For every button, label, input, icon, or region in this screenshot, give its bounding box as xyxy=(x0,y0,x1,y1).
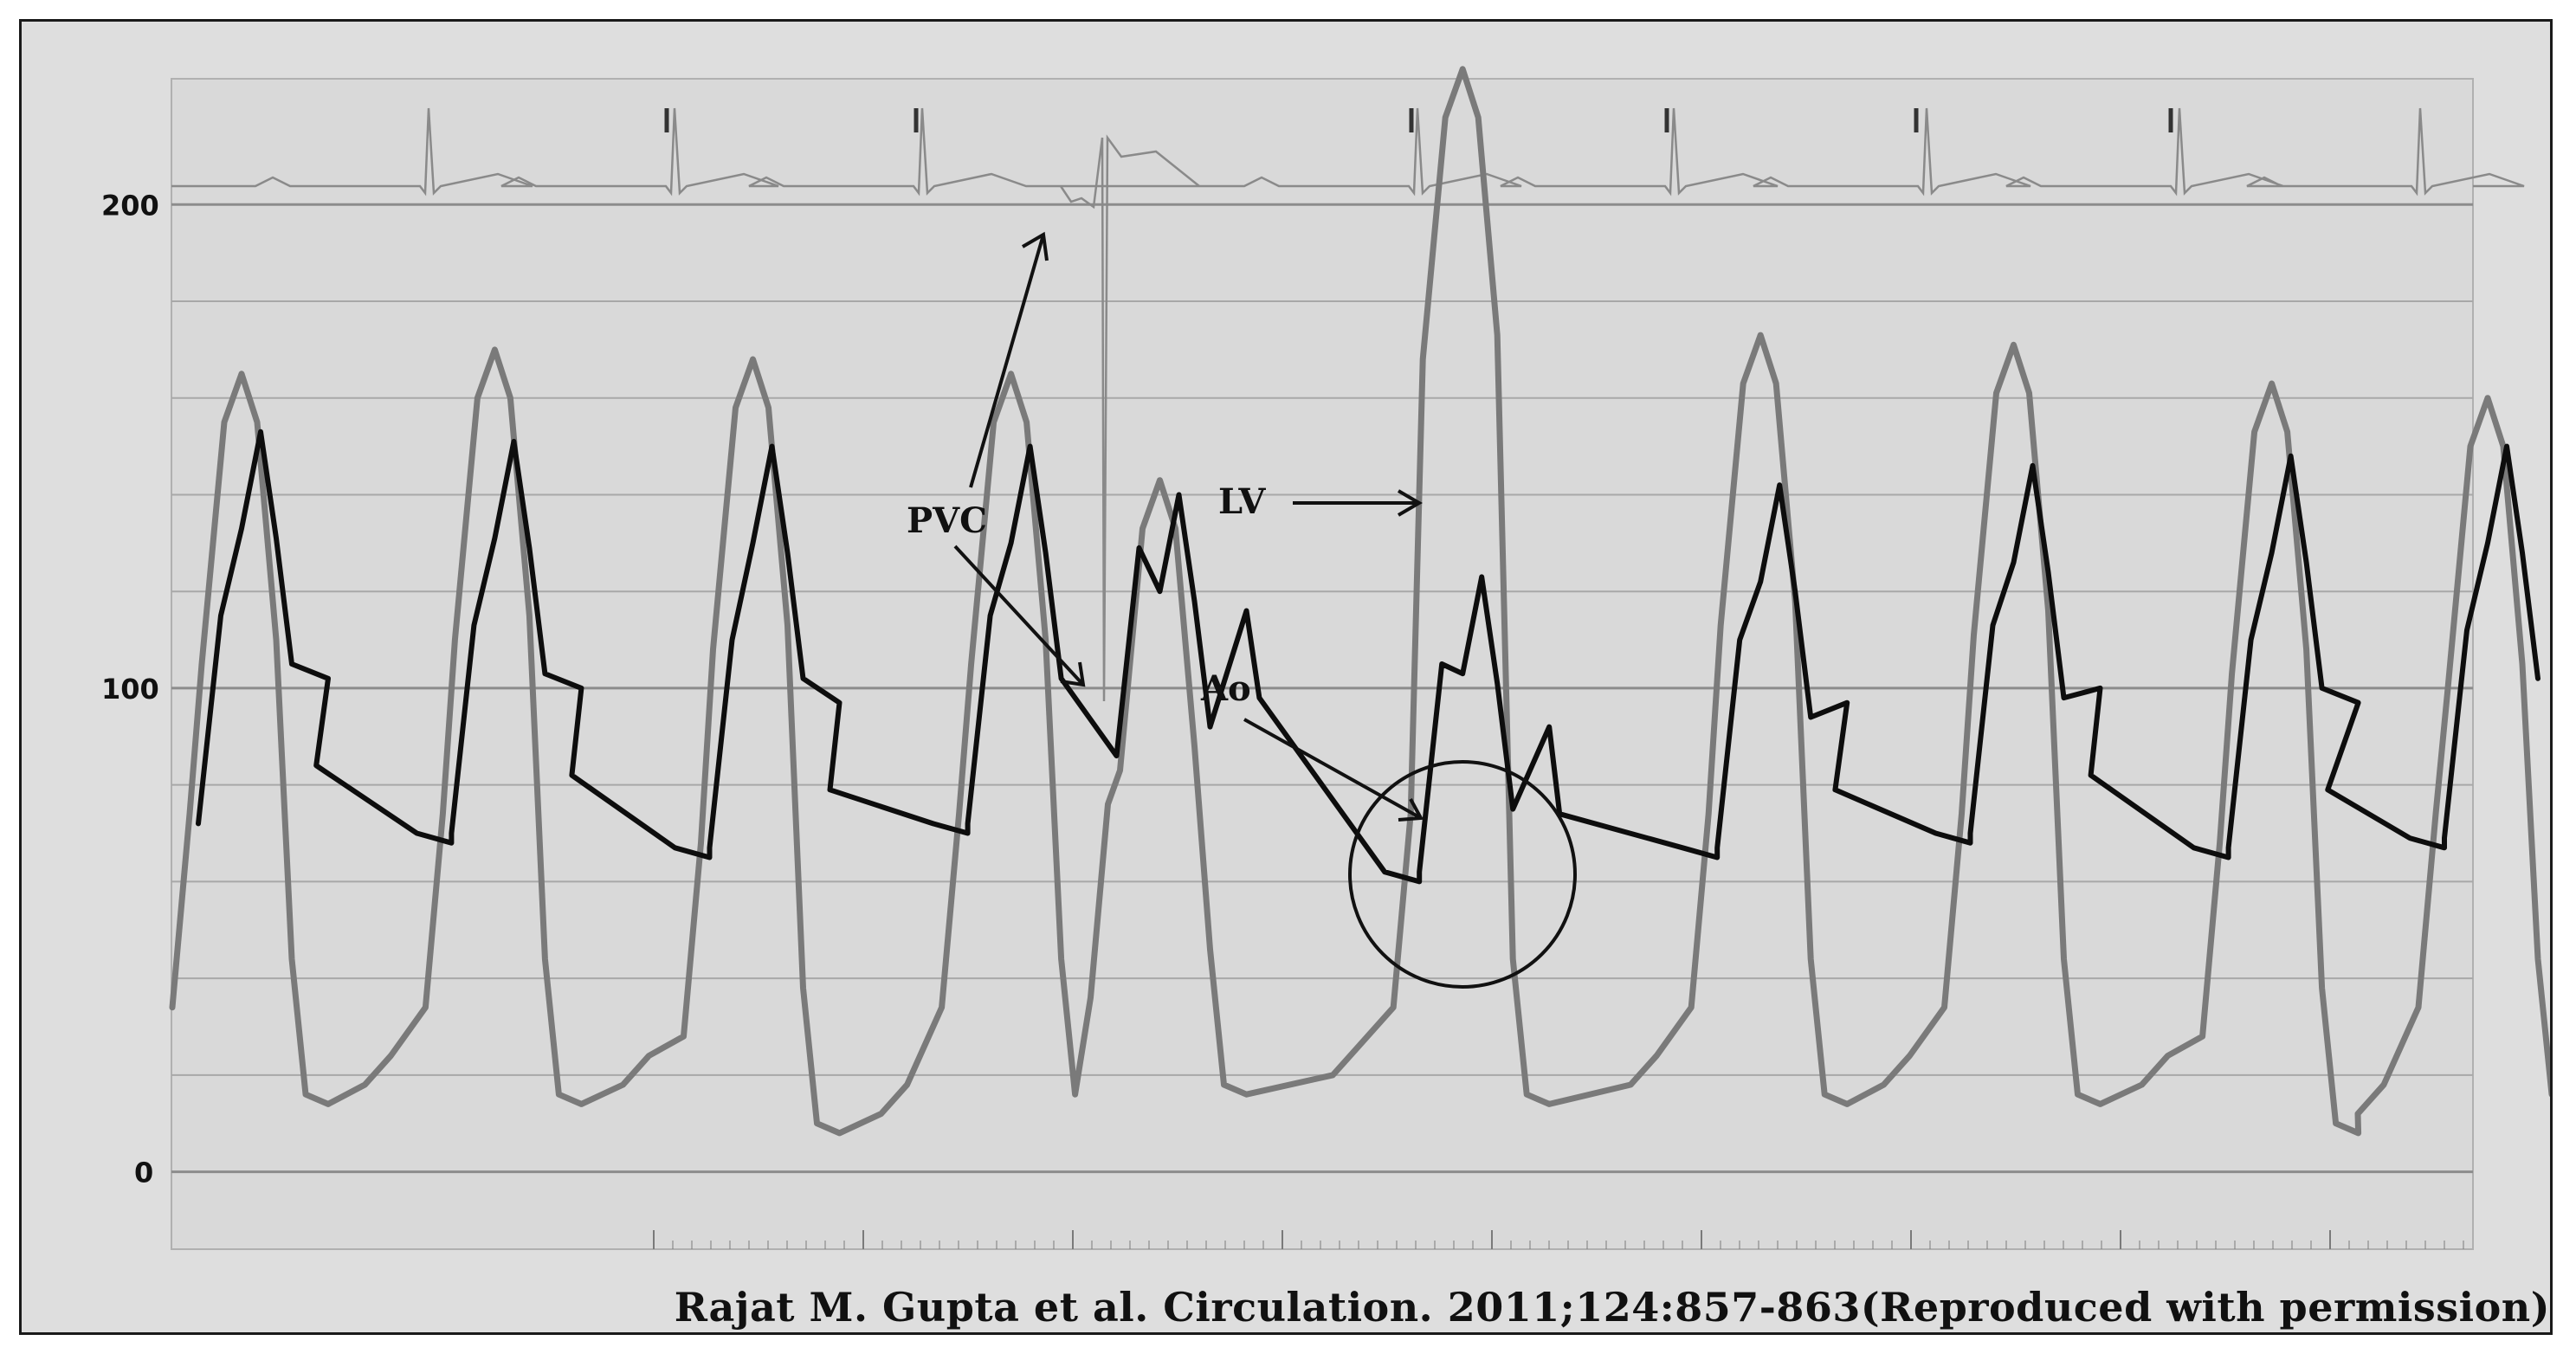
pvc-arrowhead-pressure xyxy=(1060,661,1086,687)
y-tick-label: 100 xyxy=(101,673,159,706)
y-tick-label: 200 xyxy=(101,189,159,222)
pvc-arrow-ecg xyxy=(969,234,1045,488)
annotation-layer: PVC LV Ao xyxy=(907,231,1577,989)
pvc-arrow-pressure xyxy=(953,545,1085,686)
x-axis-ticks xyxy=(653,1230,2464,1249)
ao-label: Ao xyxy=(1200,668,1251,709)
series-lv-line xyxy=(169,66,2550,1137)
plot-area xyxy=(171,78,2474,1250)
figure-frame: 0 100 200 PVC LV Ao Rajat M. Gupta et al. … xyxy=(19,19,2553,1335)
series-layer xyxy=(169,66,2550,1137)
ao-highlight-circle xyxy=(1348,760,1577,989)
citation-text: Rajat M. Gupta et al. Circulation. 2011;… xyxy=(674,1284,2550,1331)
ecg-trace xyxy=(171,107,2525,197)
ao-arrow xyxy=(1243,718,1422,820)
annotation-arrows xyxy=(953,231,1577,989)
pvc-arrowhead-ecg xyxy=(1021,231,1049,261)
ao-arrowhead xyxy=(1398,798,1424,822)
lv-arrowhead xyxy=(1397,489,1423,517)
series-ao-line xyxy=(196,429,2540,885)
ecg-layer xyxy=(171,107,2525,702)
y-tick-label: 0 xyxy=(134,1157,153,1189)
lv-label: LV xyxy=(1218,481,1266,522)
y-axis-labels: 0 100 200 xyxy=(101,189,159,1189)
pvc-label: PVC xyxy=(907,500,987,541)
pressure-tracing-chart: 0 100 200 PVC LV Ao xyxy=(101,66,2550,1250)
ecg-pvc-artifact xyxy=(1059,134,1200,702)
